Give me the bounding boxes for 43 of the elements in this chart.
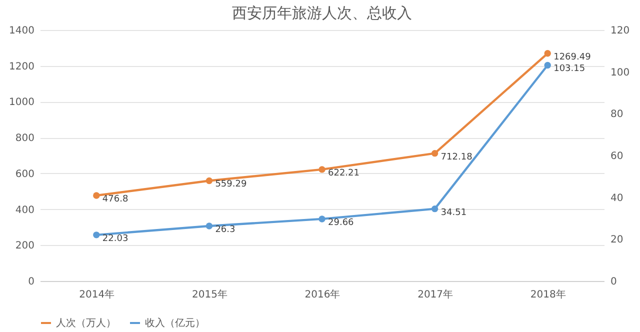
y2-tick-label: 80	[610, 109, 624, 120]
chart-title: 西安历年旅游人次、总收入	[232, 4, 412, 22]
x-tick-label: 2015年	[192, 288, 228, 300]
point	[93, 192, 100, 199]
point	[544, 50, 551, 57]
data-label: 34.51	[440, 208, 467, 218]
point	[318, 166, 326, 173]
x-tick-label: 2018年	[530, 288, 566, 300]
legend-label: 人次（万人）	[56, 318, 116, 329]
data-label: 22.03	[102, 234, 128, 244]
data-label: 712.18	[440, 152, 473, 162]
y2-tick-label: 120	[610, 26, 630, 36]
y-tick-label: 1200	[9, 61, 34, 72]
y-tick-label: 600	[15, 168, 34, 180]
legend-label: 收入（亿元）	[145, 317, 205, 329]
data-label: 1269.49	[554, 52, 592, 62]
y2-tick-label: 100	[610, 67, 630, 78]
y2-tick-label: 0	[610, 276, 617, 288]
data-label: 29.66	[328, 218, 354, 228]
point	[431, 150, 438, 157]
y2-tick-label: 20	[610, 234, 624, 246]
data-label: 622.21	[328, 168, 360, 178]
x-tick-label: 2017年	[418, 288, 454, 300]
y2-tick-label: 60	[610, 151, 624, 162]
point	[431, 205, 438, 212]
y-tick-label: 400	[15, 204, 34, 216]
y-tick-label: 200	[15, 240, 34, 252]
y-tick-label: 800	[15, 133, 34, 144]
point	[318, 216, 326, 222]
data-label: 26.3	[215, 224, 236, 235]
point	[93, 232, 100, 238]
x-tick-label: 2014年	[79, 288, 115, 300]
point	[206, 177, 213, 184]
point	[206, 222, 213, 230]
y-tick-label: 0	[28, 276, 34, 288]
y-tick-label: 1400	[9, 26, 34, 36]
x-tick-label: 2016年	[304, 288, 340, 300]
point	[544, 62, 551, 69]
data-label: 103.15	[554, 64, 586, 74]
data-label: 559.29	[215, 180, 247, 190]
y2-tick-label: 40	[610, 192, 624, 204]
data-label: 476.8	[102, 194, 128, 205]
y-tick-label: 1000	[9, 97, 34, 108]
